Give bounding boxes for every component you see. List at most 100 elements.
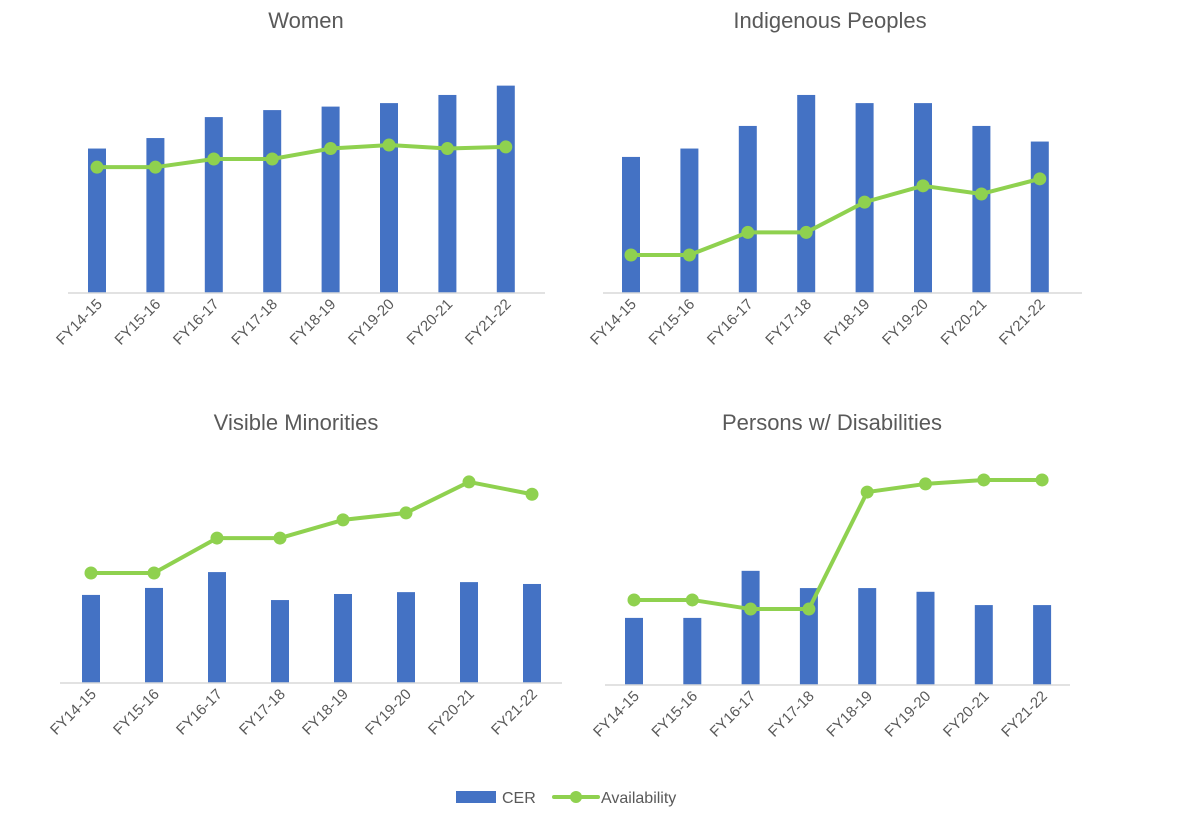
panel-title: Visible Minorities [214, 410, 379, 435]
line-availability [91, 479, 533, 576]
x-tick-label: FY20-21 [404, 296, 457, 349]
x-tick-label: FY20-21 [938, 296, 991, 349]
x-tick-label: FY19-20 [882, 688, 935, 741]
point-availability-fy14-15 [90, 160, 104, 174]
point-availability-fy20-21 [974, 187, 988, 201]
panel-title: Persons w/ Disabilities [722, 410, 942, 435]
point-availability-fy21-22 [499, 140, 513, 154]
bar-cer-fy14-15 [625, 617, 643, 685]
x-tick-label: FY16-17 [704, 296, 757, 349]
x-tick-label: FY14-15 [587, 296, 640, 349]
point-availability-fy19-20 [399, 506, 413, 520]
point-availability-fy15-16 [147, 566, 161, 580]
point-availability-fy18-19 [324, 142, 338, 156]
x-tick-label: FY18-19 [823, 688, 876, 741]
legend-cer-label: CER [502, 790, 536, 807]
x-tick-label: FY19-20 [362, 686, 415, 739]
bar-cer-fy15-16 [683, 617, 702, 685]
x-tick-label: FY17-18 [228, 296, 281, 349]
x-tick-label: FY16-17 [173, 686, 226, 739]
point-availability-fy17-18 [799, 225, 813, 239]
point-availability-fy17-18 [265, 152, 279, 166]
panel-women: Women FY14-15 FY15-16 FY16-17 FY17-18 FY18-19… [53, 8, 545, 349]
point-availability-fy19-20 [919, 477, 932, 491]
point-availability-fy15-16 [685, 593, 699, 607]
bar-cer-fy15-16 [145, 587, 163, 683]
point-availability-fy21-22 [1035, 473, 1049, 487]
point-availability-fy19-20 [916, 179, 930, 193]
bar-cer-fy21-22 [1030, 141, 1049, 293]
bar-cer-fy16-17 [204, 117, 223, 294]
bar-cer-fy19-20 [914, 103, 932, 293]
point-availability-fy19-20 [382, 138, 396, 152]
x-tick-label: FY21-22 [462, 296, 515, 349]
bar-cer-fy18-19 [858, 588, 877, 685]
x-tick-label: FY15-16 [110, 686, 163, 739]
point-availability-fy15-16 [148, 160, 162, 174]
point-availability-fy21-22 [1033, 172, 1047, 186]
bar-cer-fy19-20 [916, 591, 935, 685]
x-tick-label: FY21-22 [998, 688, 1051, 741]
x-tick-label: FY21-22 [488, 686, 541, 739]
bar-cer-fy14-15 [622, 156, 640, 293]
point-availability-fy21-22 [525, 487, 539, 501]
x-tick-label: FY16-17 [170, 296, 223, 349]
x-tick-label: FY20-21 [425, 686, 478, 739]
bar-cer-fy20-21 [974, 605, 993, 685]
point-availability-fy16-17 [210, 531, 224, 545]
x-tick-label: FY15-16 [112, 296, 165, 349]
point-availability-fy17-18 [273, 531, 287, 545]
line-availability [634, 477, 1043, 612]
x-tick-label: FY17-18 [762, 296, 815, 349]
bar-cer-fy19-20 [380, 103, 398, 293]
point-availability-fy20-21 [977, 473, 991, 487]
bar-cer-fy20-21 [438, 94, 457, 293]
point-availability-fy16-17 [207, 152, 221, 166]
point-availability-fy18-19 [860, 485, 874, 499]
x-tick-label: FY17-18 [765, 688, 818, 741]
x-tick-label: FY18-19 [299, 686, 352, 739]
x-tick-label: FY18-19 [287, 296, 340, 349]
bar-cer-fy15-16 [680, 148, 699, 293]
point-availability-fy20-21 [462, 475, 476, 489]
panel-title: Indigenous Peoples [733, 8, 926, 33]
bar-cer-fy21-22 [1033, 605, 1052, 685]
x-tick-label: FY15-16 [648, 688, 701, 741]
x-tick-label: FY18-19 [821, 296, 874, 349]
x-tick-label: FY19-20 [345, 296, 398, 349]
line-availability [631, 176, 1041, 258]
point-availability-fy14-15 [624, 248, 638, 262]
point-availability-fy18-19 [858, 195, 872, 209]
line-availability [97, 143, 506, 170]
bar-cer-fy21-22 [523, 583, 541, 683]
x-tick-label: FY14-15 [47, 686, 100, 739]
bar-cer-fy17-18 [271, 600, 289, 683]
bar-cer-fy18-19 [334, 593, 352, 683]
bar-cer-fy16-17 [738, 125, 757, 294]
point-availability-fy20-21 [440, 142, 454, 156]
bar-cer-fy17-18 [797, 94, 816, 293]
bar-cer-fy19-20 [397, 592, 415, 683]
point-availability-fy16-17 [741, 225, 755, 239]
legend: CER Availability [456, 790, 676, 807]
point-availability-fy14-15 [84, 566, 98, 580]
bar-cer-fy14-15 [82, 594, 100, 683]
point-availability-fy15-16 [682, 248, 696, 262]
x-tick-label: FY19-20 [879, 296, 932, 349]
bar-cer-fy16-17 [208, 572, 226, 683]
bar-cer-fy21-22 [496, 85, 515, 293]
x-tick-label: FY16-17 [707, 688, 760, 741]
bar-cer-fy18-19 [321, 106, 340, 293]
bar-cer-fy16-17 [741, 570, 760, 685]
x-tick-label: FY17-18 [236, 686, 289, 739]
legend-availability-marker [570, 791, 582, 803]
bar-cer-fy14-15 [88, 148, 106, 293]
point-availability-fy17-18 [802, 602, 816, 616]
x-tick-label: FY15-16 [646, 296, 699, 349]
bar-cer-fy20-21 [460, 582, 478, 683]
point-availability-fy16-17 [744, 602, 758, 616]
bar-cer-fy17-18 [263, 110, 282, 293]
